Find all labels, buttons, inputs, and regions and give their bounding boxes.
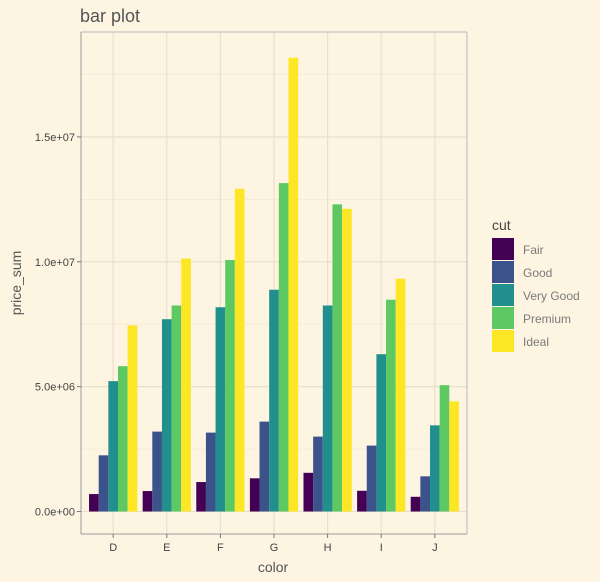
legend-label: Good (523, 266, 552, 280)
legend-key (492, 261, 514, 283)
x-tick-label: H (324, 542, 332, 554)
x-tick-label: I (380, 542, 383, 554)
bar (89, 494, 99, 512)
bar (259, 421, 270, 512)
bar (171, 305, 182, 512)
bar (152, 431, 162, 512)
bar (386, 299, 396, 512)
bar (439, 385, 450, 512)
x-tick-label: G (270, 542, 279, 554)
axis-layer: 0.0e+00 5.0e+06 1.0e+07 1.5e+07 D E F G H I J (35, 31, 468, 554)
bar (366, 445, 377, 512)
bar (278, 183, 289, 512)
bar (303, 472, 314, 512)
bar (196, 482, 206, 512)
bar (332, 204, 343, 512)
x-tick-label: D (109, 542, 117, 554)
x-tick-label: E (163, 542, 170, 554)
bar (395, 278, 406, 512)
bar (288, 57, 299, 512)
bar (410, 496, 421, 512)
bar (376, 354, 387, 512)
y-tick-label: 1.5e+07 (35, 132, 75, 144)
y-tick-label: 1.0e+07 (35, 257, 75, 269)
legend-title: cut (492, 217, 511, 233)
bar (98, 455, 109, 512)
chart-title: bar plot (80, 6, 140, 26)
legend-key (492, 284, 514, 306)
bar (205, 432, 216, 512)
bar (225, 260, 235, 512)
bar (142, 491, 153, 512)
y-axis-title: price_sum (8, 251, 24, 316)
bar (161, 319, 172, 512)
bar-layer (89, 57, 459, 512)
legend-key (492, 307, 514, 329)
bar (420, 476, 431, 512)
bar (430, 425, 440, 512)
bar (234, 188, 245, 512)
bar (215, 307, 226, 512)
legend-label: Ideal (523, 335, 549, 349)
y-tick-label: 0.0e+00 (35, 507, 75, 519)
bar (449, 401, 459, 512)
y-tick-label: 5.0e+06 (35, 382, 75, 394)
bar (269, 289, 279, 512)
bar (108, 381, 118, 512)
bar (127, 325, 138, 512)
x-tick-label: F (217, 542, 224, 554)
legend-key (492, 330, 514, 352)
bar (342, 208, 352, 512)
bar (181, 258, 191, 512)
x-tick-label: J (432, 542, 438, 554)
bar (322, 305, 333, 512)
legend-label: Premium (523, 312, 571, 326)
legend-key (492, 238, 514, 260)
bar (249, 478, 260, 512)
bar (313, 436, 323, 512)
x-axis-title: color (258, 559, 289, 575)
legend-label: Very Good (523, 289, 580, 303)
legend: cut Fair Good Very Good Premium Ideal (492, 217, 580, 352)
bar (357, 490, 367, 512)
legend-label: Fair (523, 243, 544, 257)
bar (117, 366, 128, 512)
